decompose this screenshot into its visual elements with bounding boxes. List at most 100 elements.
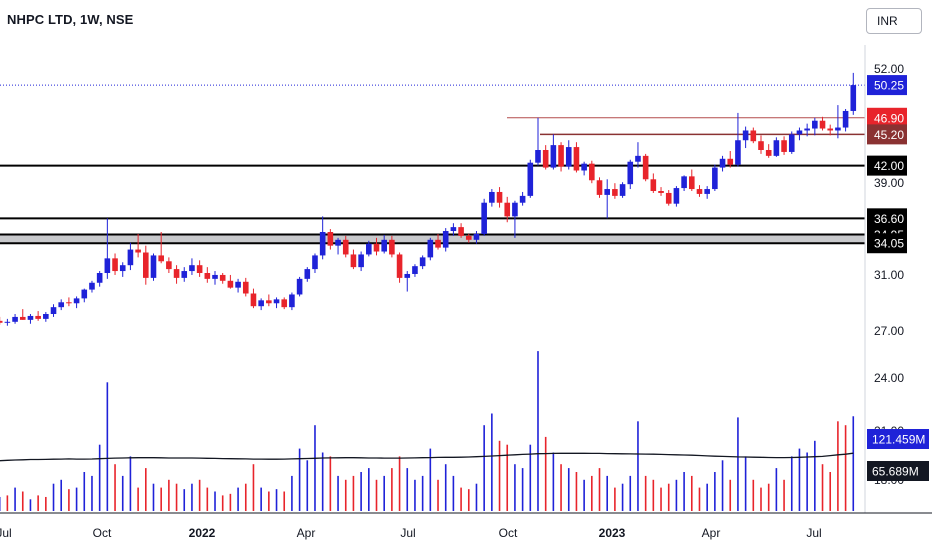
volume-bar bbox=[145, 468, 147, 511]
volume-bar bbox=[698, 487, 701, 511]
volume-bar bbox=[752, 479, 755, 511]
volume-bar bbox=[591, 475, 593, 511]
candle-down bbox=[327, 232, 334, 246]
volume-bar bbox=[429, 448, 432, 511]
volume-bar bbox=[714, 472, 716, 511]
candle-down bbox=[504, 202, 511, 217]
volume-bar bbox=[460, 487, 462, 511]
volume-bar bbox=[452, 475, 455, 511]
candle-down bbox=[596, 180, 603, 195]
price-tag bbox=[867, 208, 907, 229]
volume-bar bbox=[6, 495, 9, 511]
candle-up bbox=[673, 188, 680, 204]
volume-bar bbox=[575, 472, 578, 511]
time-axis-label: Apr bbox=[297, 526, 316, 540]
candle-up bbox=[412, 266, 418, 274]
currency-button[interactable]: INR bbox=[866, 8, 922, 34]
volume-bar bbox=[406, 468, 409, 511]
candle-down bbox=[19, 316, 26, 320]
candle-down bbox=[758, 141, 764, 150]
support-zone bbox=[0, 234, 865, 244]
volume-bar bbox=[775, 468, 778, 511]
volume-bar bbox=[852, 416, 855, 511]
candle-up bbox=[104, 258, 111, 273]
volume-bar bbox=[721, 460, 724, 511]
candle-up bbox=[27, 315, 34, 320]
volume-bar bbox=[168, 479, 170, 511]
volume-bar bbox=[298, 448, 301, 511]
price-tick-label: 31.00 bbox=[874, 268, 904, 282]
candle-up bbox=[43, 314, 49, 319]
candle-down bbox=[727, 158, 734, 165]
volume-bar bbox=[83, 472, 86, 511]
volume-bar bbox=[268, 491, 270, 511]
candle-down bbox=[204, 273, 211, 279]
volume-bar bbox=[821, 464, 824, 511]
volume-bar bbox=[560, 464, 562, 511]
volume-bar bbox=[152, 483, 155, 511]
volume-bar bbox=[798, 448, 801, 511]
volume-bar bbox=[275, 489, 278, 511]
price-tick-label: 24.00 bbox=[874, 371, 904, 385]
candle-down bbox=[158, 255, 164, 262]
candle-up bbox=[735, 140, 741, 165]
candle-up bbox=[804, 128, 810, 131]
candle-up bbox=[419, 257, 426, 267]
candle-down bbox=[650, 179, 657, 191]
volume-bar bbox=[337, 475, 339, 511]
time-axis-label: Jul bbox=[806, 526, 821, 540]
volume-bar bbox=[660, 487, 662, 511]
candle-down bbox=[665, 192, 672, 204]
symbol-title: NHPC LTD, 1W, NSE bbox=[7, 12, 134, 27]
candle-up bbox=[489, 191, 495, 203]
time-axis-label: Oct bbox=[499, 526, 518, 540]
price-tag-label: 34.05 bbox=[874, 237, 904, 251]
volume-bar bbox=[514, 464, 516, 511]
candle-up bbox=[304, 269, 311, 279]
volume-bar bbox=[314, 425, 316, 511]
volume-bar bbox=[629, 475, 632, 511]
candle-down bbox=[558, 145, 564, 167]
candle-down bbox=[465, 235, 472, 240]
candle-up bbox=[212, 274, 218, 279]
price-tag bbox=[867, 155, 907, 176]
volume-bar bbox=[191, 483, 193, 511]
volume-bar bbox=[68, 489, 70, 511]
candle-up bbox=[381, 239, 387, 252]
volume-bar bbox=[644, 475, 647, 511]
candle-down bbox=[642, 155, 649, 180]
price-tick-label: 52.00 bbox=[874, 62, 904, 76]
volume-bar bbox=[783, 479, 785, 511]
volume-tag bbox=[867, 429, 929, 449]
candle-down bbox=[35, 315, 41, 319]
time-axis-label: Oct bbox=[93, 526, 112, 540]
candle-up bbox=[850, 85, 857, 111]
candle-up bbox=[296, 278, 303, 295]
volume-bar bbox=[14, 487, 16, 511]
volume-bar bbox=[344, 479, 347, 511]
candle-up bbox=[58, 302, 65, 308]
candle-down bbox=[66, 302, 72, 304]
volume-bar bbox=[306, 460, 309, 511]
candle-down bbox=[266, 300, 272, 304]
candle-up bbox=[565, 147, 572, 167]
candle-down bbox=[112, 258, 118, 272]
candle-down bbox=[350, 254, 357, 268]
candle-up bbox=[527, 162, 534, 196]
candle-up bbox=[788, 134, 795, 152]
candle-up bbox=[119, 265, 126, 272]
volume-bar bbox=[45, 496, 47, 511]
candle-down bbox=[219, 274, 226, 281]
volume-bar bbox=[198, 479, 201, 511]
time-axis-panel bbox=[0, 513, 865, 550]
volume-bar bbox=[598, 468, 601, 511]
candle-up bbox=[12, 316, 18, 322]
price-tag-label: 45.20 bbox=[874, 128, 904, 142]
volume-bar bbox=[229, 493, 232, 511]
volume-bar bbox=[837, 421, 839, 511]
candle-down bbox=[0, 320, 3, 323]
volume-ma-line bbox=[0, 452, 854, 462]
candle-up bbox=[835, 127, 841, 131]
candle-up bbox=[635, 155, 641, 162]
